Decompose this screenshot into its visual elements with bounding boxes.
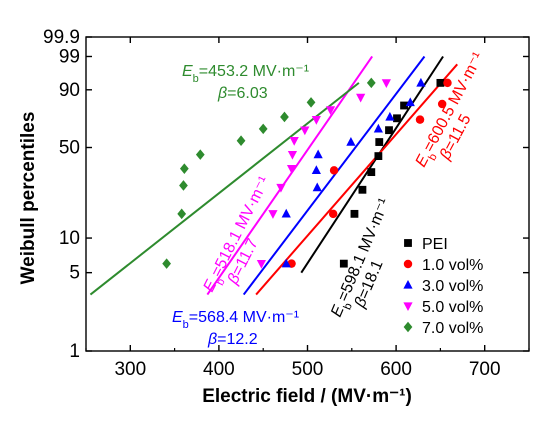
data-points [162, 77, 452, 269]
data-point-1-0-vol [443, 78, 452, 88]
y-tick-label: 10 [59, 228, 80, 249]
data-point-3-0-vol [311, 165, 321, 175]
data-point-pei [367, 168, 376, 177]
y-tick-label: 50 [59, 138, 80, 159]
data-point-7-0-vol [177, 208, 187, 220]
data-point-5-0-vol [256, 259, 267, 269]
data-point-7-0-vol [162, 258, 171, 269]
data-point-3-0-vol [313, 149, 323, 159]
data-point-1-0-vol [328, 209, 338, 219]
x-tick-label: 700 [469, 359, 501, 380]
y-tick-label: 99.9 [43, 27, 80, 48]
data-point-3-0-vol [416, 77, 426, 87]
data-point-5-0-vol [268, 210, 278, 219]
data-point-7-0-vol [195, 149, 205, 160]
annotation-beta-7-0-vol: β=6.03 [217, 85, 268, 102]
data-point-7-0-vol [179, 180, 188, 191]
y-tick-label: 1 [69, 341, 80, 362]
data-point-1-0-vol [415, 115, 425, 124]
data-point-pei [358, 185, 367, 194]
data-point-3-0-vol [385, 111, 395, 121]
data-point-5-0-vol [311, 115, 321, 125]
data-point-5-0-vol [356, 93, 366, 103]
legend-marker-pei [404, 239, 412, 247]
data-point-pei [374, 152, 383, 161]
x-tick-label: 400 [203, 359, 235, 380]
legend-marker-3-0-vol [403, 279, 413, 289]
data-point-3-0-vol [281, 258, 291, 268]
legend-marker-5-0-vol [403, 302, 413, 312]
fit-line-pei [300, 55, 444, 274]
data-point-5-0-vol [325, 106, 336, 116]
data-point-7-0-vol [179, 163, 189, 174]
data-point-5-0-vol [289, 137, 299, 146]
data-point-1-0-vol [437, 99, 447, 109]
legend-label-3-0-vol: 3.0 vol% [422, 278, 483, 295]
data-point-3-0-vol [405, 97, 415, 107]
fit-line-3-0-vol [242, 55, 426, 296]
data-point-3-0-vol [312, 182, 322, 192]
fit-line-5-0-vol [206, 55, 374, 296]
legend-marker-7-0-vol [403, 321, 413, 333]
data-point-5-0-vol [276, 183, 286, 193]
annotation-eb-7-0-vol: Eb=453.2 MV·m⁻¹ [182, 63, 309, 85]
data-point-1-0-vol [329, 166, 339, 175]
data-point-pei [375, 138, 384, 146]
data-point-7-0-vol [366, 77, 376, 89]
y-tick-label: 5 [69, 263, 80, 284]
data-point-5-0-vol [286, 164, 297, 174]
data-point-pei [385, 126, 393, 135]
x-axis-label: Electric field / (MV·m⁻¹) [202, 386, 412, 407]
data-point-3-0-vol [281, 208, 291, 218]
data-point-5-0-vol [300, 126, 310, 136]
data-point-pei [400, 101, 408, 110]
legend-label-7-0-vol: 7.0 vol% [422, 320, 483, 337]
data-point-pei [339, 259, 348, 268]
data-point-7-0-vol [306, 97, 316, 108]
data-point-5-0-vol [381, 79, 391, 88]
legend: PEI 1.0 vol% 3.0 vol% 5.0 vol% 7.0 vol% [403, 236, 483, 337]
data-point-pei [350, 209, 359, 218]
data-point-pei [393, 114, 401, 123]
x-tick-label: 500 [292, 359, 324, 380]
data-point-pei [436, 78, 445, 87]
y-tick-label: 90 [59, 80, 80, 101]
data-point-3-0-vol [346, 136, 356, 146]
y-axis-label: Weibull percentiles [18, 112, 39, 285]
data-point-7-0-vol [236, 135, 246, 146]
x-tick-label: 600 [380, 359, 412, 380]
data-point-5-0-vol [287, 150, 298, 160]
legend-label-1-0-vol: 1.0 vol% [422, 257, 483, 274]
annotation-eb-3-0-vol: Eb=568.4 MV·m⁻¹ [172, 309, 299, 331]
y-tick-label: 99 [59, 46, 80, 67]
data-point-7-0-vol [258, 123, 268, 135]
data-point-3-0-vol [373, 123, 383, 133]
fit-line-1-0-vol [255, 63, 458, 296]
annotation-beta-3-0-vol: β=12.2 [207, 331, 258, 348]
fit-lines [89, 55, 458, 296]
legend-label-5-0-vol: 5.0 vol% [422, 299, 483, 316]
data-point-7-0-vol [280, 111, 289, 123]
x-tick-label: 300 [114, 359, 146, 380]
legend-label-pei: PEI [422, 236, 448, 253]
legend-marker-1-0-vol [403, 259, 413, 269]
